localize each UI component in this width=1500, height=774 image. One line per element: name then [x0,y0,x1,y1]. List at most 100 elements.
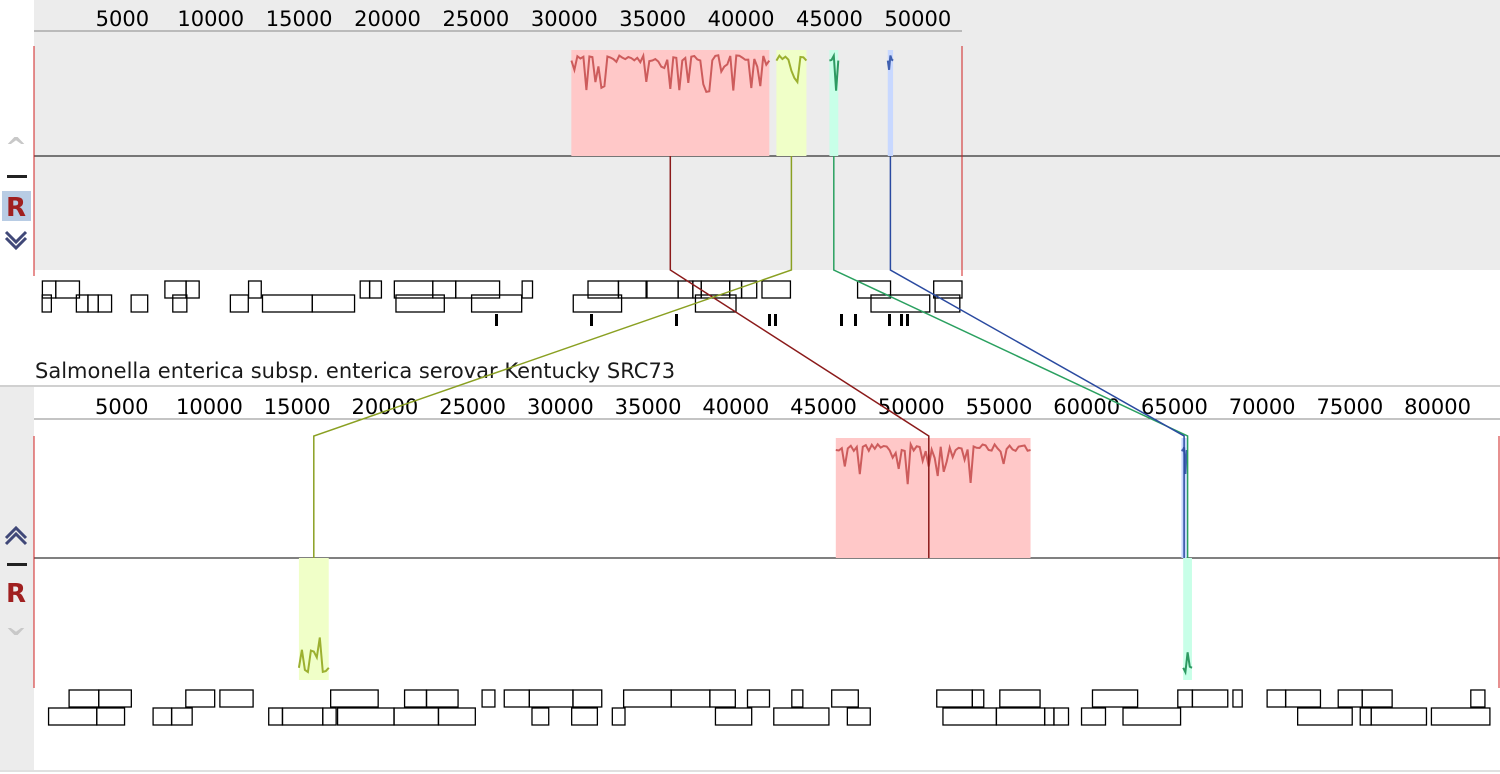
bottom-zoom-controls: R ^ [4,525,28,639]
move-up-icon[interactable] [4,525,28,546]
reset-icon[interactable]: R [6,193,26,223]
lcb-fill [887,50,894,156]
lcb-block[interactable] [886,50,894,156]
gene-box [1091,689,1139,708]
top-gene-track [41,280,963,326]
bottom-ruler-ticks: 5000 10000 15000 20000 25000 30000 35000 40000 4… [95,395,1471,419]
gene-box [96,707,126,726]
ruler-tick-label: 25000 [439,395,506,419]
gene-box [393,707,440,726]
gene-box [773,707,830,726]
lcb-similarity-profile [775,54,808,85]
gene-box [41,294,53,313]
gene-box [481,689,496,708]
gene-box [995,707,1046,726]
top-lcb-blocks[interactable] [570,50,894,156]
gene-box [185,689,216,708]
ruler-tick-label: 45000 [790,395,857,419]
gene-box [268,707,284,726]
top-ruler-ticks: 5000 10000 15000 20000 25000 30000 35000 40000 4… [96,7,952,31]
gene-box [1043,707,1055,726]
move-up-icon[interactable]: ^ [5,133,27,163]
ruler-tick-label: 40000 [708,7,775,31]
gene-box [1122,707,1182,726]
lcb-connector [669,156,930,558]
gene-box [172,294,188,313]
gene-box [933,280,963,299]
gene-box [47,707,98,726]
gene-tick [675,314,678,326]
lcb-similarity-profile [1182,652,1193,676]
gene-box [229,294,249,313]
gene-box [1177,689,1194,708]
ruler-tick-label: 5000 [95,395,148,419]
gene-box [709,689,736,708]
gene-box [999,689,1041,708]
gene-box [1337,689,1363,708]
gene-tick [768,314,771,326]
lcb-block[interactable] [1182,558,1193,680]
gene-box [330,689,379,708]
lcb-block[interactable] [297,558,330,680]
move-down-icon[interactable]: ^ [5,609,27,639]
lcb-fill [1183,558,1192,680]
gene-tick [906,314,909,326]
minimize-icon[interactable] [7,175,27,178]
minimize-icon[interactable] [7,563,27,566]
gene-box [219,689,254,708]
gene-box [322,707,337,726]
gene-box [470,294,523,313]
gene-box [261,294,313,313]
gene-tick [590,314,593,326]
ruler-tick-label: 15000 [266,7,333,31]
bottom-lcb-blocks[interactable] [297,438,1193,680]
lcb-block[interactable] [829,50,840,156]
gene-box [1359,707,1372,726]
reset-icon[interactable]: R [6,579,26,609]
gene-box [572,294,623,313]
ruler-tick-label: 15000 [264,395,331,419]
gene-tick [888,314,891,326]
ruler-tick-label: 80000 [1404,395,1471,419]
gene-box [761,280,792,299]
gene-box [281,707,324,726]
gene-box [670,689,711,708]
gene-box [1191,689,1229,708]
gene-box [611,707,626,726]
lcb-block[interactable] [775,50,808,156]
ruler-tick-label: 75000 [1316,395,1383,419]
lcb-block[interactable] [570,50,771,156]
lcb-fill [829,50,839,156]
bottom-control-strip [0,386,34,770]
gene-box [1430,707,1491,726]
ruler-tick-label: 30000 [527,395,594,419]
gene-box [359,280,371,299]
ruler-tick-label: 45000 [796,7,863,31]
lcb-similarity-profile [297,637,330,674]
gene-box [617,280,647,299]
gene-box [1232,689,1243,708]
gene-box [942,707,998,726]
lcb-fill [835,438,1031,558]
gene-box [336,707,395,726]
top-control-strip [0,0,34,270]
move-down-icon[interactable] [4,230,28,251]
gene-box [437,707,476,726]
gene-box [846,707,871,726]
gene-box [87,294,99,313]
gene-box [831,689,859,708]
lcb-fill [571,50,770,156]
gene-box [714,707,753,726]
gene-box [1284,689,1322,708]
ruler-tick-label: 20000 [354,7,421,31]
gene-box [531,707,550,726]
ruler-tick-label: 20000 [351,395,418,419]
gene-box [425,689,459,708]
reset-highlight [2,191,31,221]
gene-box [130,294,149,313]
gene-tick [900,314,903,326]
lcb-connector [313,156,793,558]
ruler-tick-label: 25000 [442,7,509,31]
lcb-block[interactable] [835,438,1031,558]
